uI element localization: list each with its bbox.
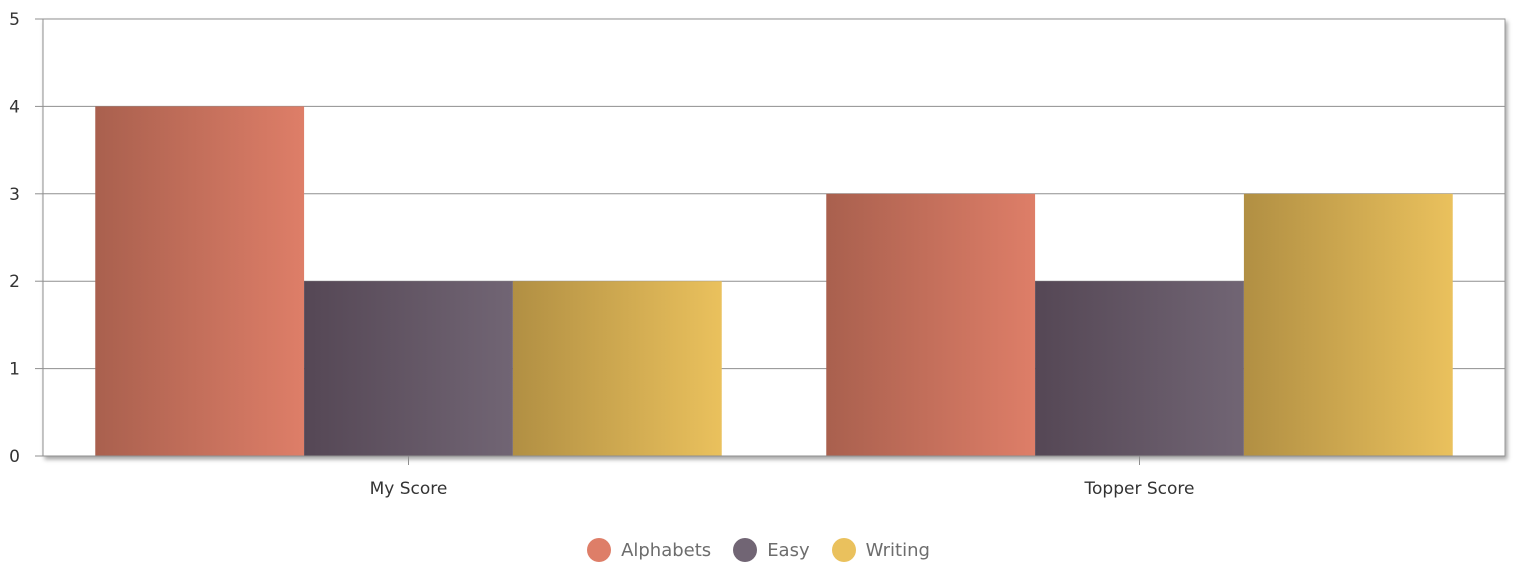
bar-easy-my-score[interactable] [304,281,513,456]
bar-alphabets-my-score[interactable] [95,106,305,457]
bar-writing-my-score[interactable] [512,281,722,456]
legend: Alphabets Easy Writing [0,538,1517,562]
axes: 0 1 2 3 4 5 My Score Topper Score [9,10,1505,499]
bar-easy-topper-score[interactable] [1035,281,1244,456]
y-tick-label: 2 [9,272,20,292]
legend-label-easy: Easy [767,539,810,561]
legend-label-alphabets: Alphabets [621,539,712,561]
x-tick-label: Topper Score [1084,479,1195,499]
y-tick-label: 5 [9,10,20,30]
y-tick-label: 3 [9,185,20,205]
legend-item-writing[interactable]: Writing [831,538,930,562]
legend-swatch-alphabets [587,538,612,562]
legend-swatch-writing [831,538,856,562]
bar-writing-topper-score[interactable] [1243,193,1453,457]
legend-item-easy[interactable]: Easy [733,538,810,562]
bar-alphabets-topper-score[interactable] [826,193,1036,457]
y-tick-label: 0 [9,447,20,467]
legend-label-writing: Writing [865,539,930,561]
legend-swatch-easy [733,538,758,562]
y-tick-label: 4 [9,97,20,117]
y-tick-label: 1 [9,360,20,380]
legend-item-alphabets[interactable]: Alphabets [587,538,711,562]
bars [95,106,1453,457]
x-tick-label: My Score [370,479,448,499]
